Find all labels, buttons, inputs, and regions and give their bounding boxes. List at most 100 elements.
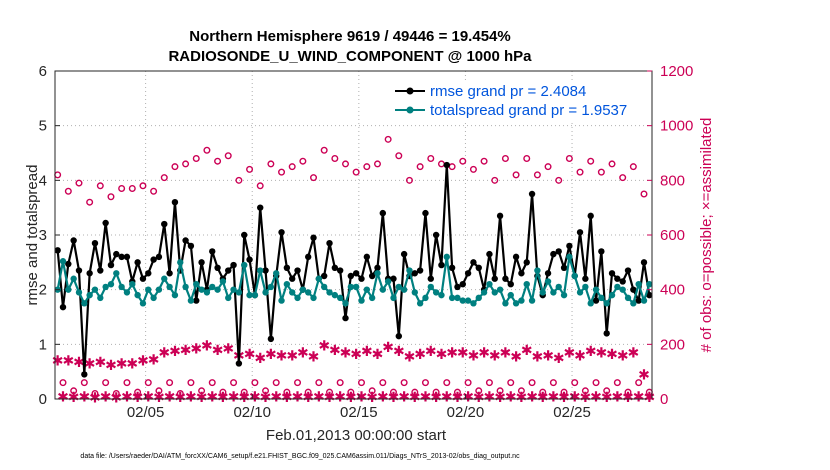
obs-possible-marker: [192, 154, 200, 162]
spread-point: [406, 267, 413, 274]
obs-assimilated-marker: ✱: [441, 389, 453, 405]
rmse-point: [528, 190, 536, 198]
spread-point: [155, 286, 163, 293]
obs-possible-marker: [624, 388, 632, 396]
spread-point: [107, 281, 115, 288]
spread-point: [379, 286, 387, 293]
obs-assimilated-marker: ✱: [585, 344, 597, 360]
obs-possible-marker: [134, 388, 142, 396]
rmse-point: [59, 303, 67, 311]
obs-assimilated-marker: ✱: [414, 347, 426, 363]
spread-point: [139, 300, 147, 307]
rmse-point: [608, 270, 616, 277]
obs-assimilated-marker: ✱: [105, 358, 117, 374]
spread-point: [624, 294, 632, 302]
spread-point: [390, 294, 397, 302]
spread-point: [347, 283, 355, 291]
obs-assimilated-marker: ✱: [489, 348, 501, 364]
spread-point: [470, 300, 477, 307]
right-tick-label: 1200: [660, 63, 693, 80]
spread-point: [150, 294, 157, 302]
obs-possible-marker: [304, 388, 312, 396]
spread-point: [273, 270, 280, 277]
obs-possible-marker: [310, 174, 318, 182]
obs-possible-marker: [352, 168, 360, 176]
rmse-point: [448, 264, 456, 271]
rmse-point: [502, 275, 509, 282]
rmse-point: [614, 275, 621, 282]
obs-assimilated-marker: ✱: [281, 390, 293, 406]
spread-point: [241, 261, 248, 269]
grid-lines: [55, 71, 652, 399]
legend-rmse-marker: [406, 87, 414, 95]
obs-assimilated-marker: ✱: [601, 390, 613, 406]
spread-point: [544, 278, 552, 285]
spread-point: [171, 291, 179, 299]
rmse-point: [624, 267, 632, 274]
obs-possible-marker: [405, 176, 413, 184]
obs-assimilated-marker: ✱: [638, 367, 650, 383]
obs-assimilated-marker: ✱: [622, 390, 634, 406]
obs-possible-marker: [357, 379, 365, 387]
rmse-point: [294, 267, 301, 274]
spread-point: [587, 300, 594, 307]
rmse-point: [347, 272, 355, 280]
spread-point: [70, 275, 77, 282]
obs-assimilated-marker: ✱: [329, 343, 341, 359]
rmse-point: [582, 275, 589, 282]
rmse-point: [166, 270, 173, 277]
spread-point: [299, 286, 307, 293]
rmse-point: [411, 270, 418, 277]
spread-point: [539, 289, 546, 296]
spread-point: [65, 286, 72, 293]
obs-assimilated-marker: ✱: [57, 389, 69, 405]
obs-possible-marker: [123, 379, 131, 387]
spread-point: [528, 297, 536, 304]
rmse-point: [368, 272, 376, 280]
rmse-point: [326, 240, 333, 247]
rmse-point: [619, 278, 626, 285]
rmse-point: [464, 270, 472, 277]
x-tick-label: 02/25: [553, 404, 591, 421]
x-tick-label: 02/15: [340, 404, 378, 421]
obs-assimilated-marker: ✱: [153, 390, 165, 406]
legend-box: [390, 80, 650, 120]
spread-point: [193, 281, 200, 288]
obs-assimilated-marker: ✱: [78, 389, 90, 405]
rmse-point: [70, 237, 77, 244]
rmse-point: [518, 270, 525, 277]
spread-point: [187, 297, 195, 304]
obs-assimilated-marker: ✱: [484, 389, 496, 405]
spread-point: [358, 297, 365, 304]
rmse-point: [603, 330, 610, 337]
obs-assimilated-marker: ✱: [350, 347, 362, 363]
spread-point: [438, 291, 445, 299]
rmse-point: [555, 248, 562, 255]
obs-possible-marker: [464, 379, 472, 387]
spread-point: [97, 294, 104, 302]
obs-assimilated-marker: ✱: [377, 389, 389, 405]
obs-assimilated-marker: ✱: [409, 390, 421, 406]
right-tick-label: 1000: [660, 118, 693, 135]
spread-point: [598, 294, 605, 302]
obs-possible-marker: [528, 379, 536, 387]
rmse-point: [187, 242, 195, 250]
obs-possible-marker: [421, 379, 429, 387]
obs-possible-marker: [443, 379, 451, 387]
rmse-point: [320, 272, 328, 280]
rmse-point: [209, 248, 216, 255]
obs-assimilated-marker: ✱: [158, 346, 170, 362]
rmse-point: [102, 219, 109, 227]
rmse-point: [75, 267, 83, 274]
rmse-point: [161, 220, 168, 228]
spread-point: [603, 300, 610, 307]
obs-assimilated-marker: ✱: [324, 390, 336, 406]
obs-possible-marker: [214, 157, 222, 165]
spread-point: [75, 289, 83, 296]
rmse-point: [640, 259, 648, 266]
obs-assimilated-marker: ✱: [516, 390, 528, 406]
obs-possible-marker: [416, 163, 424, 171]
obs-possible-marker: [267, 160, 275, 168]
obs-assimilated-marker: ✱: [94, 355, 106, 371]
obs-possible-marker: [480, 157, 488, 165]
